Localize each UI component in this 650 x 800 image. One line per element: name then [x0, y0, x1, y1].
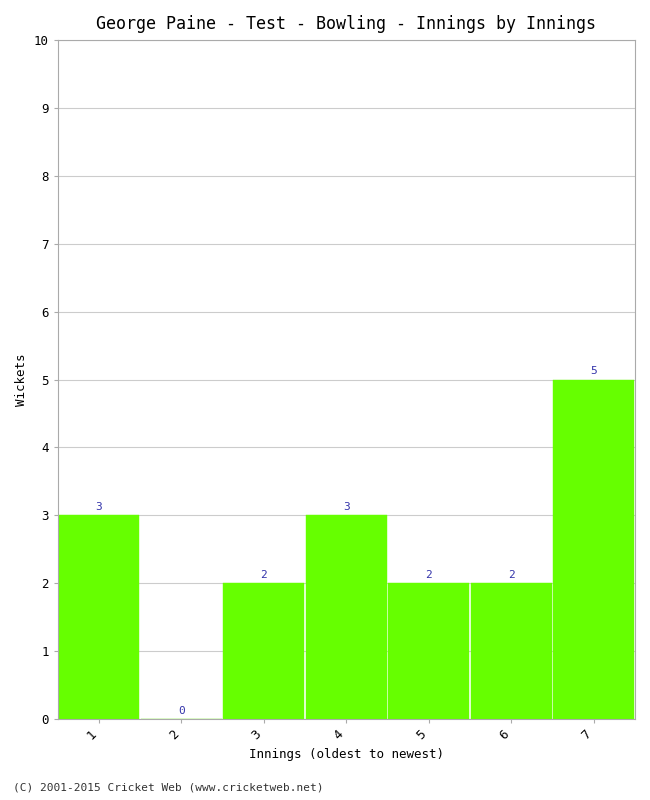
Text: 3: 3: [96, 502, 102, 512]
Text: 2: 2: [508, 570, 515, 580]
Text: 0: 0: [178, 706, 185, 715]
Text: 2: 2: [261, 570, 267, 580]
Title: George Paine - Test - Bowling - Innings by Innings: George Paine - Test - Bowling - Innings …: [96, 15, 596, 33]
Bar: [553, 379, 634, 719]
Text: 5: 5: [590, 366, 597, 376]
Bar: [224, 583, 304, 719]
Y-axis label: Wickets: Wickets: [15, 354, 28, 406]
X-axis label: Innings (oldest to newest): Innings (oldest to newest): [249, 748, 444, 761]
Bar: [388, 583, 469, 719]
Text: (C) 2001-2015 Cricket Web (www.cricketweb.net): (C) 2001-2015 Cricket Web (www.cricketwe…: [13, 782, 324, 792]
Text: 2: 2: [425, 570, 432, 580]
Bar: [58, 515, 139, 719]
Bar: [471, 583, 552, 719]
Bar: [306, 515, 387, 719]
Text: 3: 3: [343, 502, 350, 512]
